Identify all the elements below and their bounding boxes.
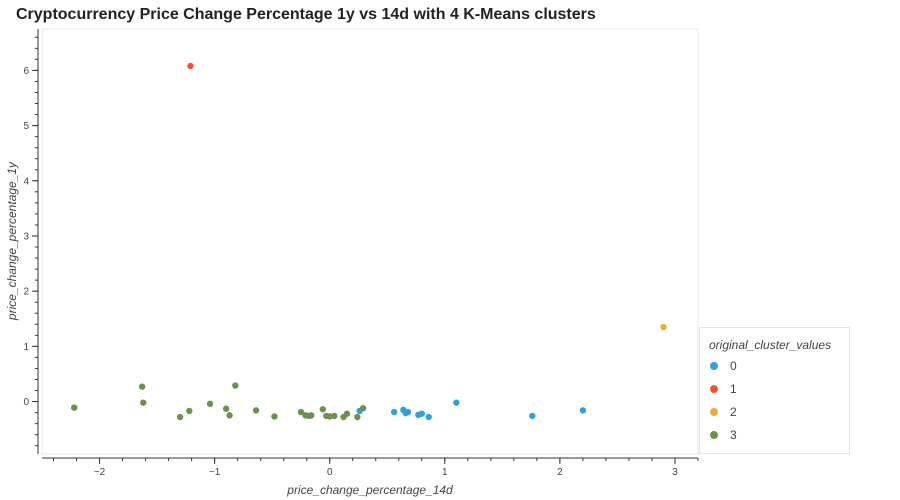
- x-tick-label: 0: [327, 467, 333, 478]
- data-point-cluster-3: [71, 404, 78, 411]
- data-point-cluster-0: [390, 408, 398, 416]
- data-point-cluster-0: [529, 412, 536, 420]
- legend-swatch-1: [710, 385, 718, 393]
- legend-label-2: 2: [730, 405, 737, 419]
- y-tick-label: 5: [23, 121, 29, 132]
- legend-title: original_cluster_values: [709, 338, 832, 352]
- data-point-cluster-0: [579, 407, 587, 414]
- data-point-cluster-1: [187, 62, 194, 70]
- x-tick-label: −1: [209, 467, 221, 478]
- data-point-cluster-3: [308, 412, 315, 419]
- y-tick-label: 6: [23, 66, 29, 77]
- chart-title: Cryptocurrency Price Change Percentage 1…: [16, 6, 596, 23]
- y-tick-label: 1: [23, 342, 29, 353]
- data-point-cluster-3: [232, 382, 239, 389]
- axes: −2 −1 0 1 2 3 0 1 2 3 4 5 6: [23, 29, 699, 478]
- data-point-cluster-2: [660, 323, 667, 331]
- x-tick-label: 3: [672, 467, 678, 478]
- data-point-cluster-0: [453, 399, 460, 406]
- data-point-cluster-0: [418, 410, 425, 417]
- y-tick-label: 4: [23, 176, 29, 187]
- legend-label-0: 0: [730, 359, 737, 373]
- y-tick-label: 0: [23, 397, 29, 408]
- y-tick-label: 3: [23, 231, 29, 242]
- legend-item-0[interactable]: 0: [710, 358, 737, 374]
- data-point-cluster-3: [138, 383, 146, 390]
- data-point-cluster-3: [252, 407, 260, 414]
- legend-item-3[interactable]: 3: [710, 427, 737, 443]
- data-point-cluster-3: [354, 413, 361, 421]
- legend-item-2[interactable]: 2: [710, 404, 737, 420]
- x-tick-label: 2: [557, 467, 563, 478]
- data-point-cluster-3: [297, 408, 305, 416]
- legend: original_cluster_values 0 1 2 3: [699, 327, 850, 454]
- data-point-cluster-0: [425, 413, 432, 421]
- data-point-cluster-3: [186, 407, 193, 415]
- data-point-cluster-3: [222, 405, 230, 412]
- x-tick-label: 1: [442, 467, 448, 478]
- legend-swatch-3: [710, 431, 718, 439]
- data-point-cluster-0: [404, 408, 412, 416]
- legend-label-1: 1: [730, 382, 737, 396]
- legend-item-1[interactable]: 1: [710, 381, 737, 397]
- data-point-cluster-3: [271, 413, 278, 420]
- plot-area: [41, 28, 699, 455]
- y-tick-label: 2: [23, 287, 29, 298]
- data-point-cluster-3: [176, 413, 184, 421]
- legend-label-3: 3: [730, 428, 737, 442]
- x-tick-label: −2: [94, 467, 106, 478]
- data-point-cluster-3: [343, 410, 351, 417]
- data-point-cluster-3: [206, 400, 214, 407]
- data-points: [71, 62, 667, 421]
- x-axis-title: price_change_percentage_14d: [286, 483, 453, 497]
- legend-swatch-0: [710, 362, 718, 370]
- data-point-cluster-3: [226, 412, 233, 419]
- legend-swatch-2: [710, 408, 718, 416]
- data-point-cluster-3: [359, 404, 367, 412]
- data-point-cluster-3: [319, 406, 327, 413]
- data-point-cluster-3: [331, 412, 338, 420]
- data-point-cluster-3: [140, 399, 147, 406]
- y-axis-title: price_change_percentage_1y: [5, 161, 19, 321]
